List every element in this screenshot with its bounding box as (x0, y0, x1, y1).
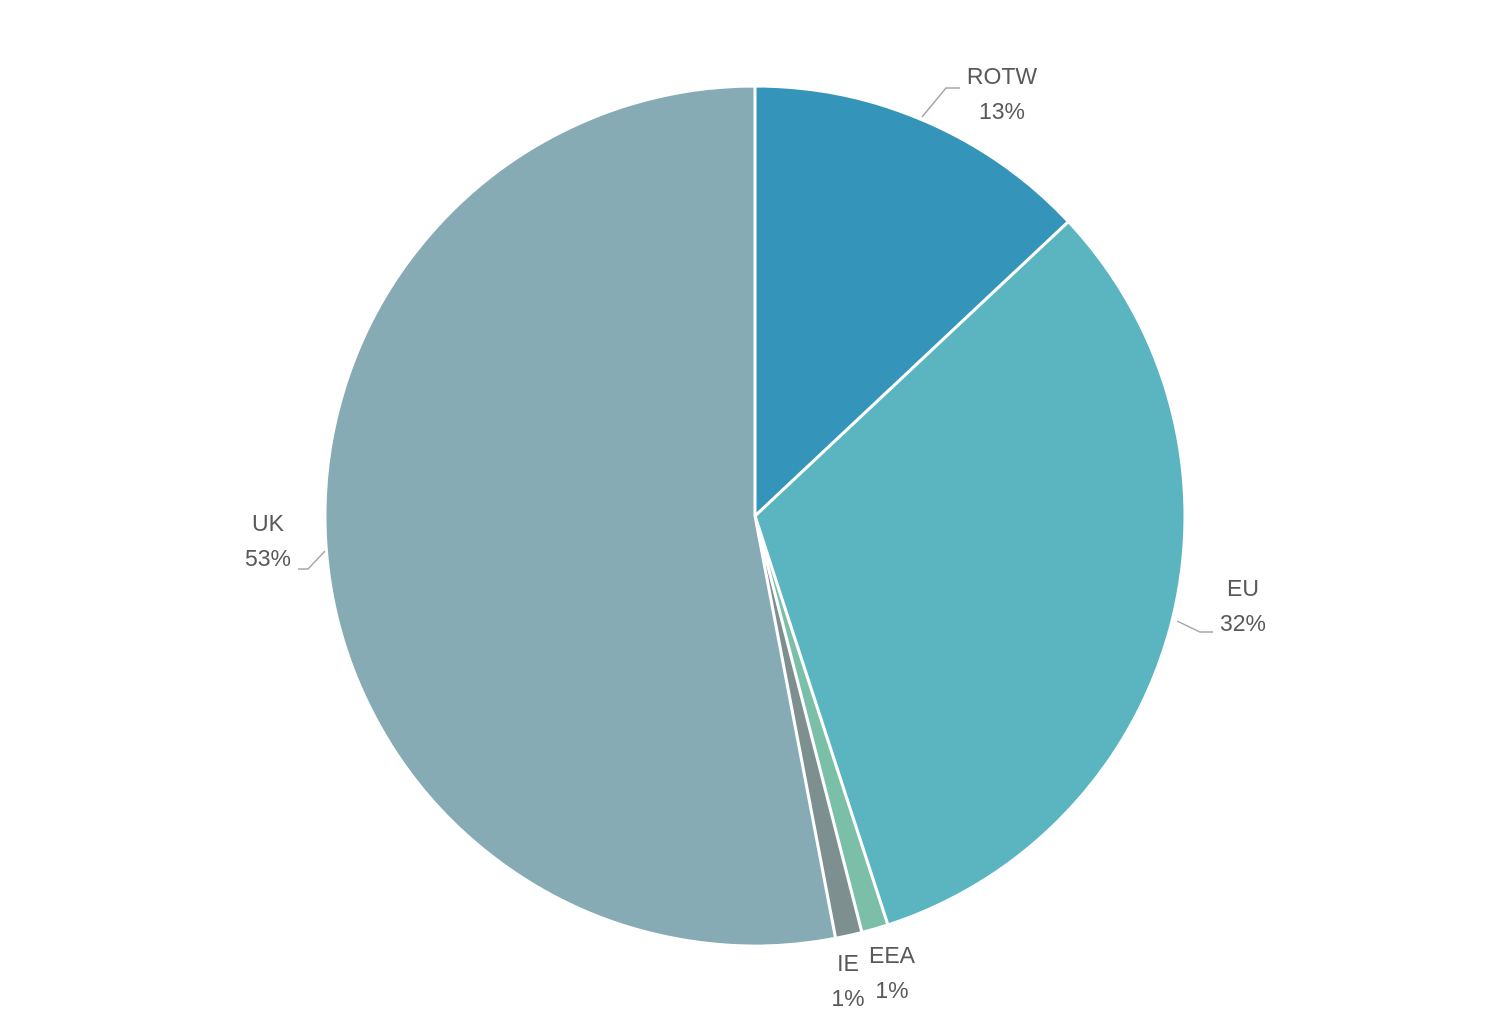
slice-label: IE (837, 950, 859, 976)
slice-value-label: 1% (875, 977, 908, 1003)
pie-slice (753, 84, 1071, 520)
pie-slice (323, 84, 838, 948)
leader-line (921, 87, 960, 118)
slice-value-label: 32% (1220, 610, 1266, 636)
slice-value-label: 13% (979, 98, 1025, 124)
leader-line (1176, 620, 1213, 633)
leader-line (298, 550, 326, 570)
slice-label: UK (252, 510, 285, 536)
pie-slice (753, 219, 1187, 927)
slice-value-label: 1% (831, 985, 864, 1011)
slice-label: ROTW (967, 63, 1038, 89)
slice-label: EEA (869, 942, 916, 968)
slice-value-label: 53% (245, 545, 291, 571)
slice-label: EU (1227, 575, 1259, 601)
